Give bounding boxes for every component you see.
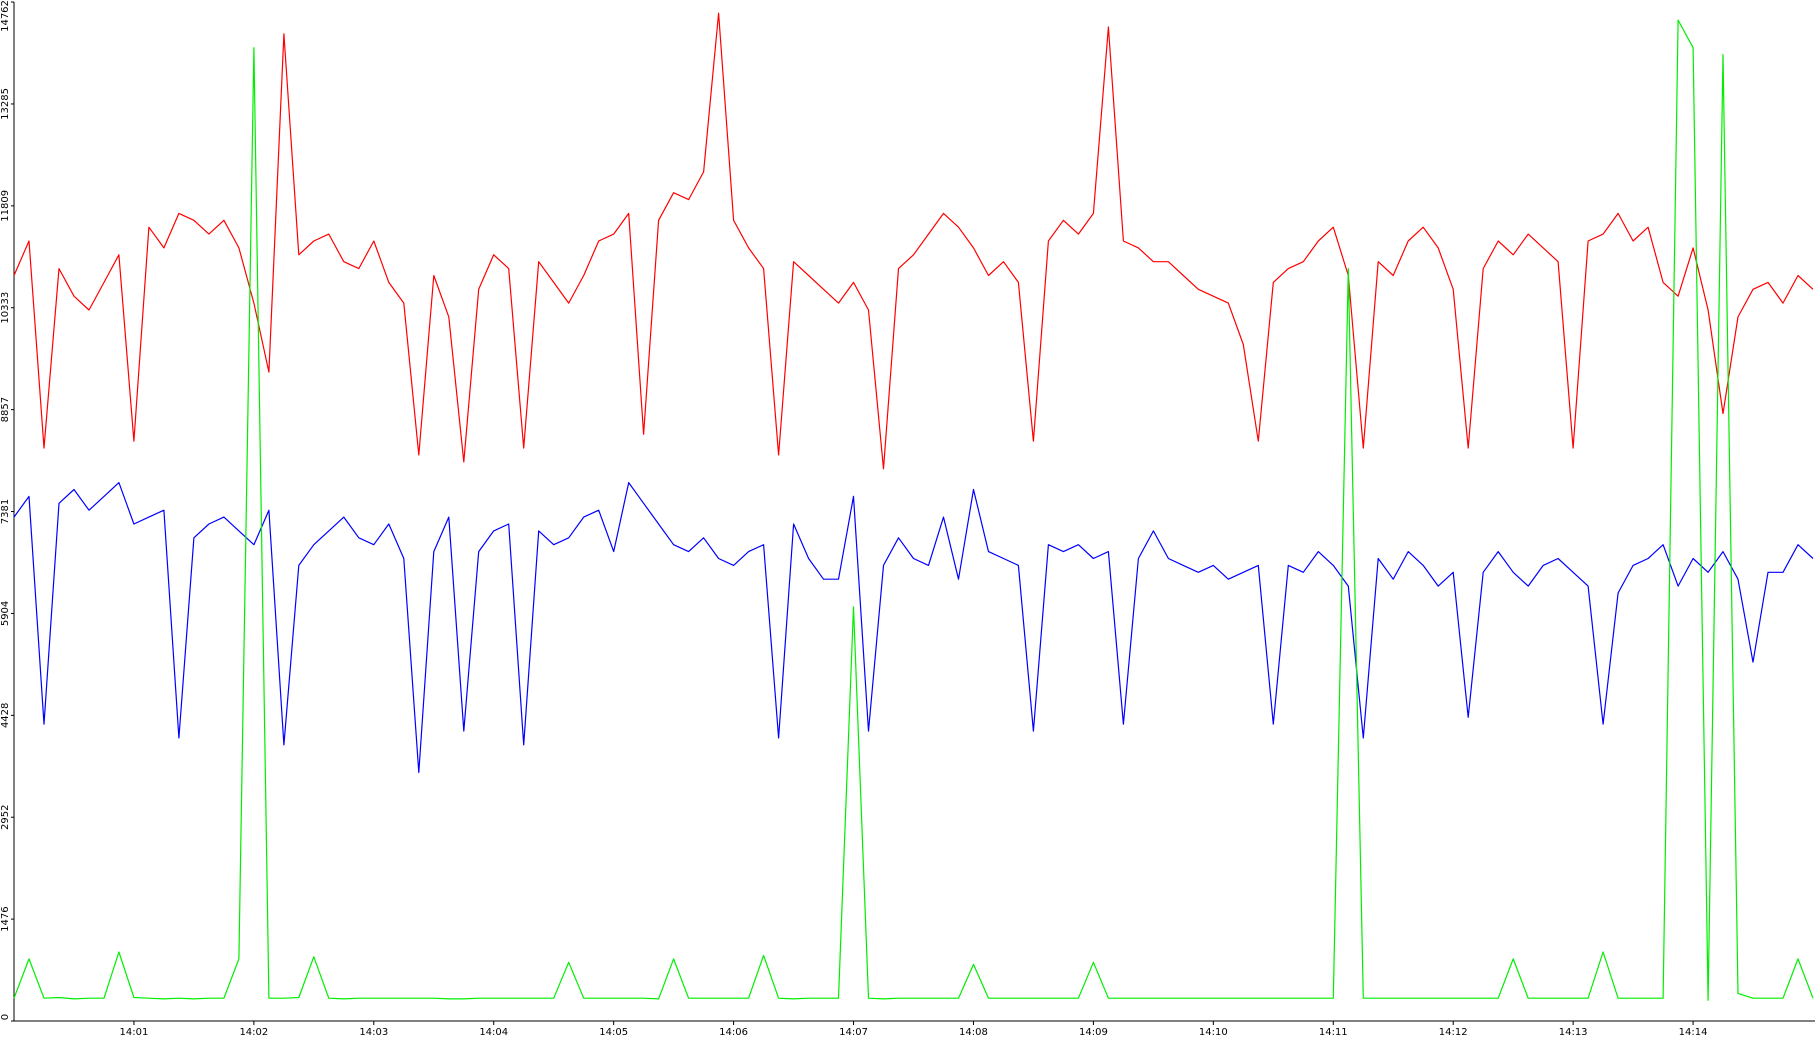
y-tick-label: 5904 xyxy=(0,601,11,626)
y-tick-label: 7381 xyxy=(0,499,11,524)
y-tick-label: 1476 xyxy=(0,906,11,931)
series-line xyxy=(13,12,1814,470)
x-tick-label: 14:07 xyxy=(839,1027,868,1038)
y-tick-label: 0 xyxy=(0,1014,11,1020)
x-tick-label: 14:03 xyxy=(359,1027,388,1038)
series-line xyxy=(13,19,1814,1001)
y-tick-label: 4428 xyxy=(0,703,11,728)
x-tick-label: 14:01 xyxy=(120,1027,149,1038)
y-tick-label: 13285 xyxy=(0,88,11,120)
x-tick-label: 14:12 xyxy=(1439,1027,1468,1038)
x-tick-label: 14:14 xyxy=(1679,1027,1708,1038)
x-tick-label: 14:08 xyxy=(959,1027,988,1038)
x-tick-label: 14:02 xyxy=(239,1027,268,1038)
y-tick-label: 14762 xyxy=(0,0,11,32)
y-tick-label: 2952 xyxy=(0,805,11,830)
series-line xyxy=(13,482,1814,774)
y-tick-label: 10333 xyxy=(0,292,11,324)
x-tick-label: 14:04 xyxy=(479,1027,508,1038)
x-tick-label: 14:09 xyxy=(1079,1027,1108,1038)
x-tick-label: 14:05 xyxy=(599,1027,628,1038)
x-tick-label: 14:06 xyxy=(719,1027,748,1038)
y-tick-label: 11809 xyxy=(0,190,11,222)
x-tick-label: 14:13 xyxy=(1559,1027,1588,1038)
y-tick-label: 8857 xyxy=(0,397,11,422)
x-tick-label: 14:10 xyxy=(1199,1027,1228,1038)
x-tick-label: 14:11 xyxy=(1319,1027,1348,1038)
